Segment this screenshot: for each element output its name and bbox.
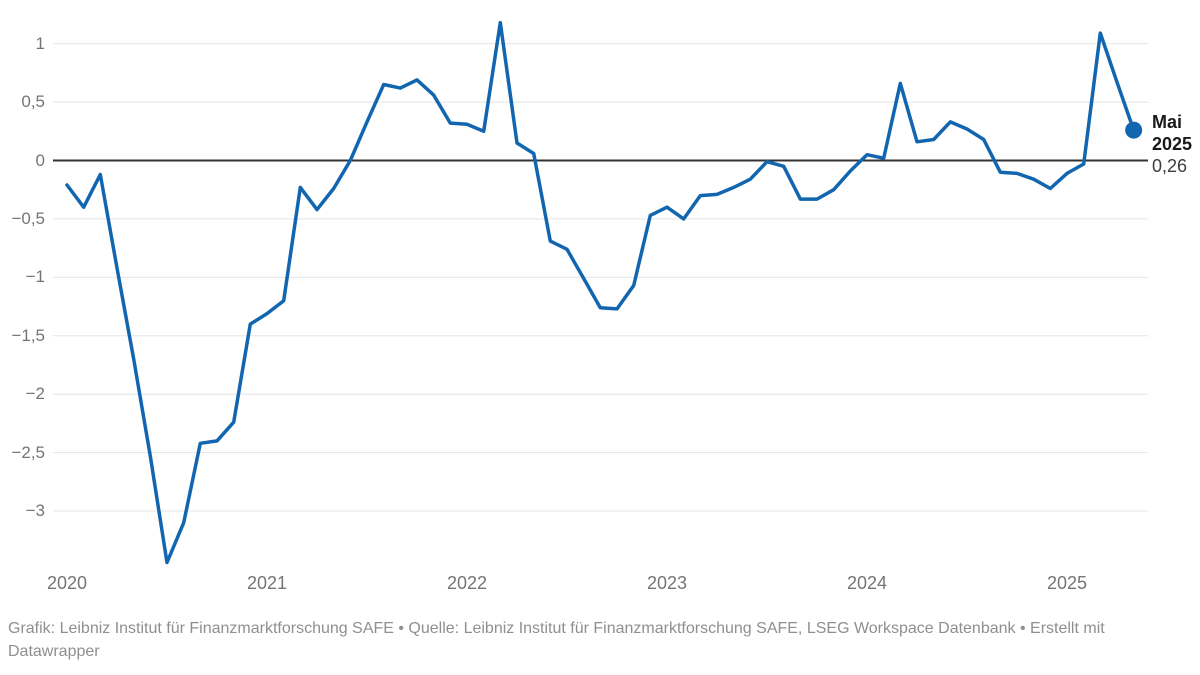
footer-datawrapper-text: Datawrapper [8, 643, 100, 660]
y-tick-label: 0,5 [21, 92, 45, 112]
y-tick-label: −2,5 [11, 442, 45, 462]
x-tick-label: 2024 [846, 573, 888, 593]
gridlines [53, 43, 1148, 512]
data-line-group [65, 20, 1143, 565]
chart-footer: Grafik: Leibniz Institut für Finanzmarkt… [8, 617, 1148, 663]
data-line [65, 20, 1136, 565]
x-tick-label: 2020 [46, 573, 88, 593]
last-point-annotation: Mai 2025 0,26 [1152, 111, 1192, 177]
y-tick-label: −2 [25, 384, 45, 404]
y-tick-label: −3 [25, 501, 45, 521]
annotation-value-label: 0,26 [1152, 156, 1188, 176]
y-tick-label: 0 [35, 150, 45, 170]
y-tick-label: −0,5 [11, 208, 45, 228]
annotation-month-label: Mai [1152, 112, 1183, 132]
last-point-dot [1125, 121, 1143, 139]
annotation-year-label: 2025 [1152, 134, 1193, 154]
x-tick-label: 2025 [1046, 573, 1088, 593]
footer-credits-text: Grafik: Leibniz Institut für Finanzmarkt… [8, 620, 1105, 637]
y-tick-label: −1 [25, 267, 45, 287]
x-tick-label: 2021 [246, 573, 288, 593]
y-tick-label: −1,5 [11, 325, 45, 345]
y-tick-label: 1 [35, 33, 45, 53]
x-tick-label: 2023 [646, 573, 688, 593]
x-tick-label: 2022 [446, 573, 488, 593]
